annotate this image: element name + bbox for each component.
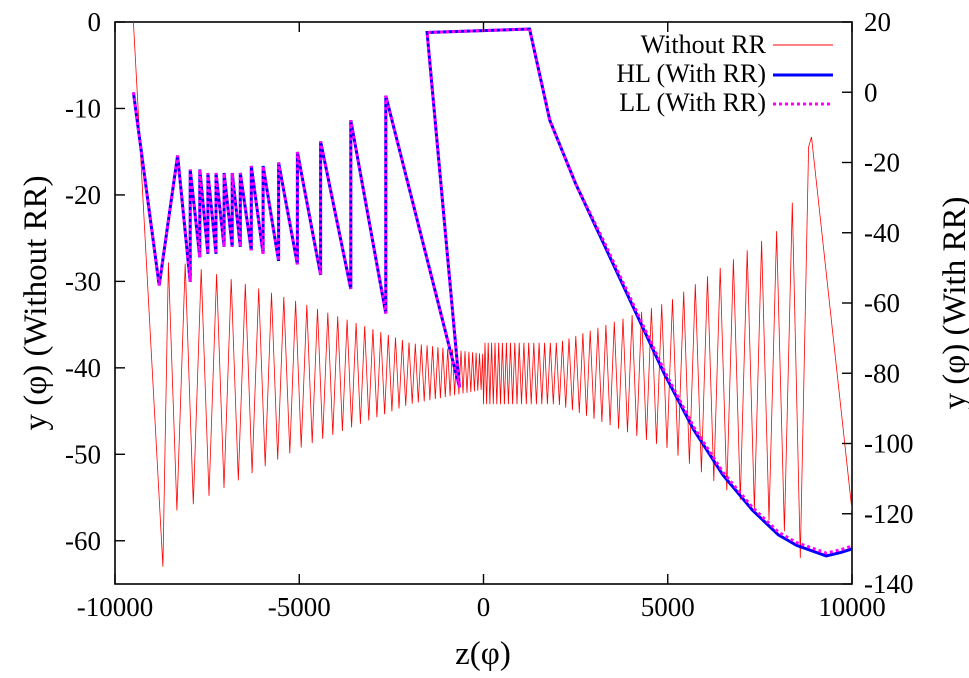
y2-tick-label: 0 (864, 77, 878, 107)
legend: Without RR HL (With RR) LL (With RR) (616, 30, 833, 117)
y-tick-label: 0 (88, 7, 102, 37)
y2-tick-label: -60 (864, 288, 900, 318)
legend-label-ll: LL (With RR) (619, 88, 766, 117)
y2-tick-label: -80 (864, 358, 900, 388)
y2-tick-label: -40 (864, 218, 900, 248)
x-tick-label: 10000 (818, 592, 886, 622)
legend-label-without-rr: Without RR (641, 30, 767, 59)
series-line-without-rr (133, 22, 852, 567)
y2-tick-label: 20 (864, 7, 891, 37)
y-tick-label: -50 (65, 439, 101, 469)
y-axis-title-right: y (φ) (With RR) (937, 197, 969, 410)
x-tick-label: -5000 (268, 592, 331, 622)
x-axis-title: z(φ) (455, 636, 511, 672)
y-tick-label: -10 (65, 93, 101, 123)
ticks-layer: -10000 -5000 0 5000 10000 0 -10 -20 -30 -40 -50 -60… (65, 7, 914, 622)
series-line-ll (131, 27, 852, 555)
legend-label-hl: HL (With RR) (616, 59, 766, 88)
y-tick-label: -30 (65, 266, 101, 296)
y2-tick-label: -140 (864, 569, 914, 599)
y-axis-title-left: y (φ) (Without RR) (18, 175, 54, 430)
y-tick-label: -20 (65, 180, 101, 210)
y2-tick-label: -100 (864, 429, 914, 459)
x-tick-label: -10000 (77, 592, 154, 622)
x-tick-label: 5000 (641, 592, 695, 622)
y2-tick-label: -120 (864, 499, 914, 529)
series-layer (131, 22, 852, 567)
y-tick-label: -40 (65, 353, 101, 383)
y2-tick-label: -20 (864, 148, 900, 178)
y-tick-label: -60 (65, 526, 101, 556)
x-tick-label: 0 (477, 592, 491, 622)
